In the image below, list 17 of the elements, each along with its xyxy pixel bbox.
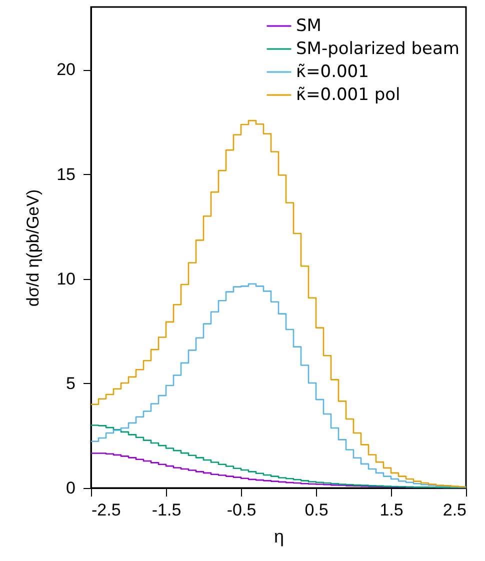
y-axis-title: dσ/d η(pb/GeV) — [24, 189, 43, 307]
x-tick-label: -1.5 — [152, 500, 182, 520]
y-tick-label: 5 — [66, 374, 76, 393]
x-tick-label: -0.5 — [226, 500, 256, 520]
y-tick-label: 10 — [56, 269, 76, 288]
legend-label: SM-polarized beam — [296, 39, 460, 59]
legend-label: κ̃=0.001 pol — [296, 85, 400, 105]
y-tick-label: 20 — [56, 60, 76, 80]
x-tick-label: 1.5 — [380, 500, 404, 520]
y-tick-label: 15 — [56, 164, 76, 184]
y-tick-label: 0 — [66, 478, 76, 498]
x-tick-label: -2.5 — [92, 500, 121, 520]
x-axis-title: η — [274, 526, 284, 546]
x-tick-label: 2.5 — [442, 500, 466, 520]
x-tick-label: 0.5 — [304, 500, 328, 520]
legend-label: κ̃=0.001 — [296, 62, 369, 82]
legend-label: SM — [296, 16, 322, 36]
